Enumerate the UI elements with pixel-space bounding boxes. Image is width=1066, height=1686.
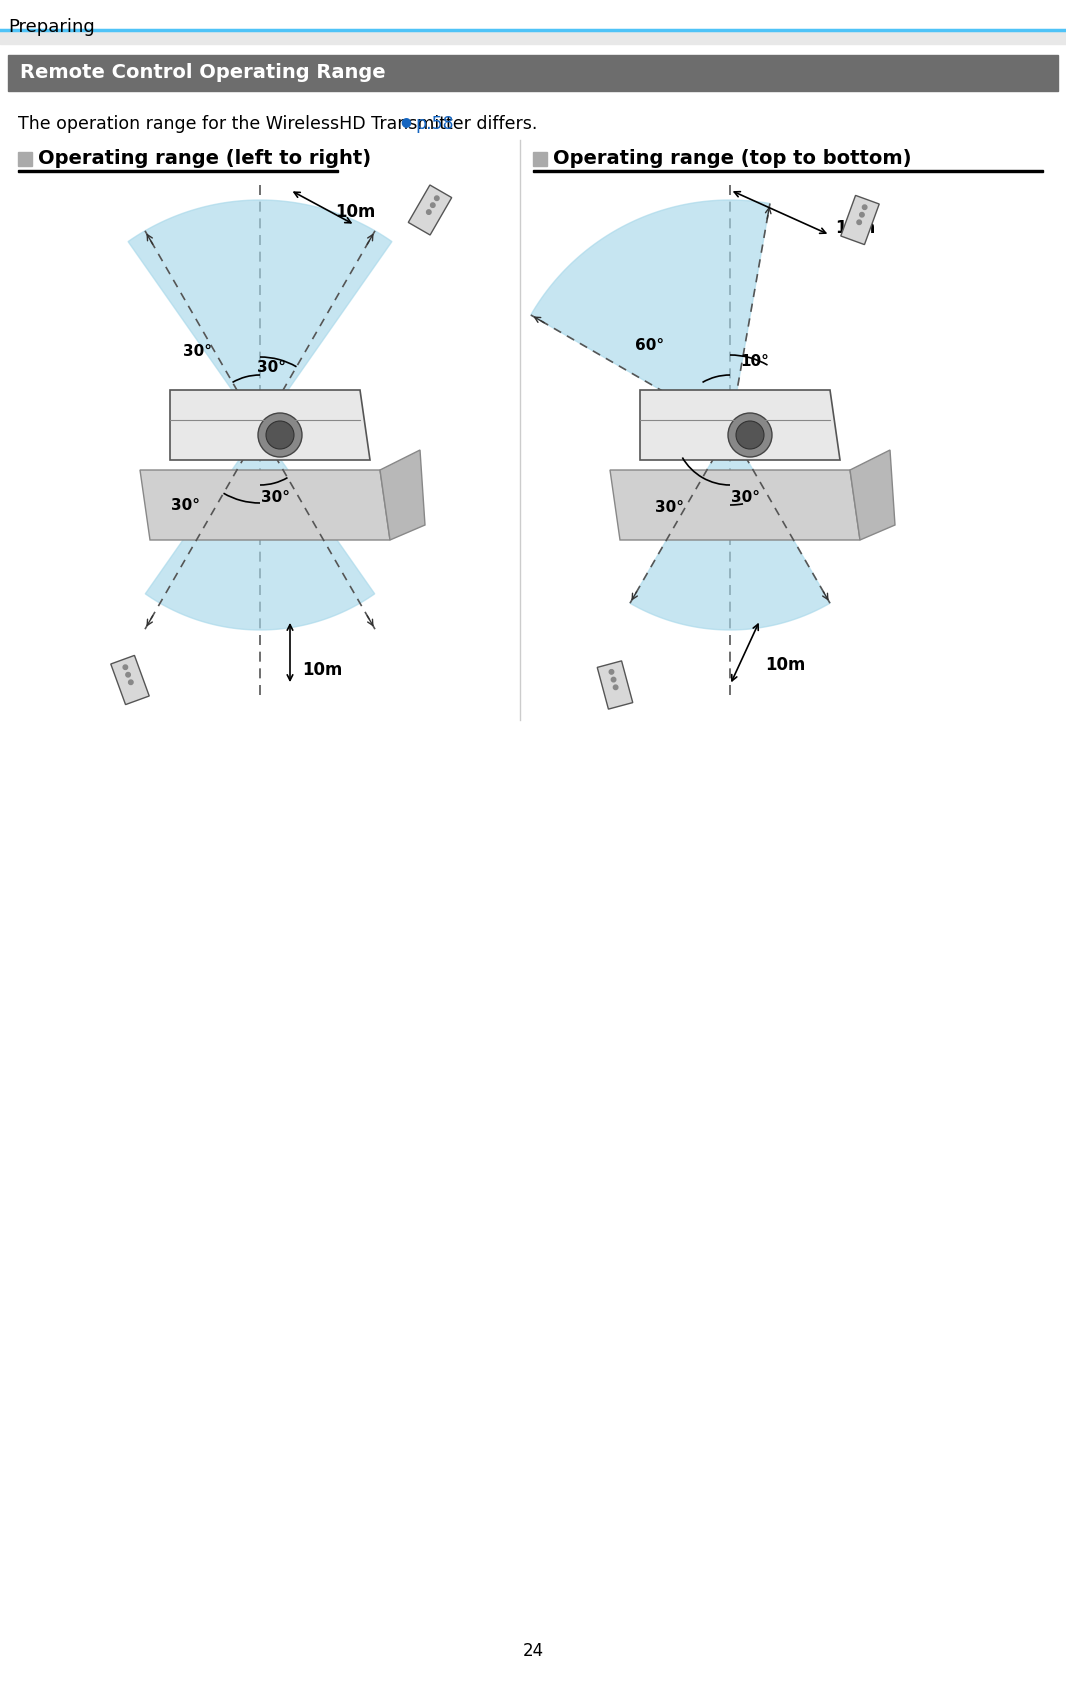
Polygon shape [531,201,770,430]
Text: 10m: 10m [335,202,375,221]
Polygon shape [610,470,860,540]
Bar [0,32,1066,44]
Text: Operating range (top to bottom): Operating range (top to bottom) [553,150,911,169]
Text: Operating range (left to right): Operating range (left to right) [38,150,371,169]
Polygon shape [841,196,879,244]
Text: Remote Control Operating Range: Remote Control Operating Range [20,64,386,83]
Circle shape [126,673,130,678]
Polygon shape [169,389,370,460]
Text: 30°: 30° [171,497,199,513]
Polygon shape [640,389,840,460]
Text: 10m: 10m [835,219,875,238]
Text: 30°: 30° [260,491,290,506]
Text: 30°: 30° [730,491,759,506]
Circle shape [613,685,618,690]
Circle shape [266,422,294,448]
Circle shape [431,202,435,207]
Polygon shape [850,450,895,540]
Circle shape [123,664,128,669]
Circle shape [435,196,439,201]
Text: 10m: 10m [765,656,806,674]
Circle shape [258,413,302,457]
Text: 10m: 10m [302,661,342,679]
Polygon shape [145,430,375,631]
Circle shape [426,209,431,214]
Circle shape [859,212,865,217]
Circle shape [857,219,861,224]
Text: 30°: 30° [258,361,287,376]
Polygon shape [630,430,830,631]
Text: The operation range for the WirelessHD Transmitter differs.: The operation range for the WirelessHD T… [18,115,537,133]
Circle shape [129,679,133,685]
Circle shape [862,206,867,209]
Circle shape [611,678,616,681]
Bar [18,152,32,165]
Circle shape [728,413,772,457]
Text: 24: 24 [522,1642,544,1661]
Circle shape [736,422,764,448]
Polygon shape [111,656,149,705]
Circle shape [610,669,614,674]
Polygon shape [128,201,392,430]
Text: 60°: 60° [635,337,664,352]
Text: ●: ● [400,115,410,128]
Text: 30°: 30° [656,501,684,516]
Polygon shape [597,661,633,710]
Polygon shape [408,185,452,234]
Text: p.58: p.58 [415,115,454,133]
Bar [9,56,1057,91]
Polygon shape [140,470,390,540]
Polygon shape [379,450,425,540]
Text: 30°: 30° [183,344,212,359]
Bar [533,152,547,165]
Text: 10°: 10° [741,354,770,369]
Text: Preparing: Preparing [9,19,95,35]
